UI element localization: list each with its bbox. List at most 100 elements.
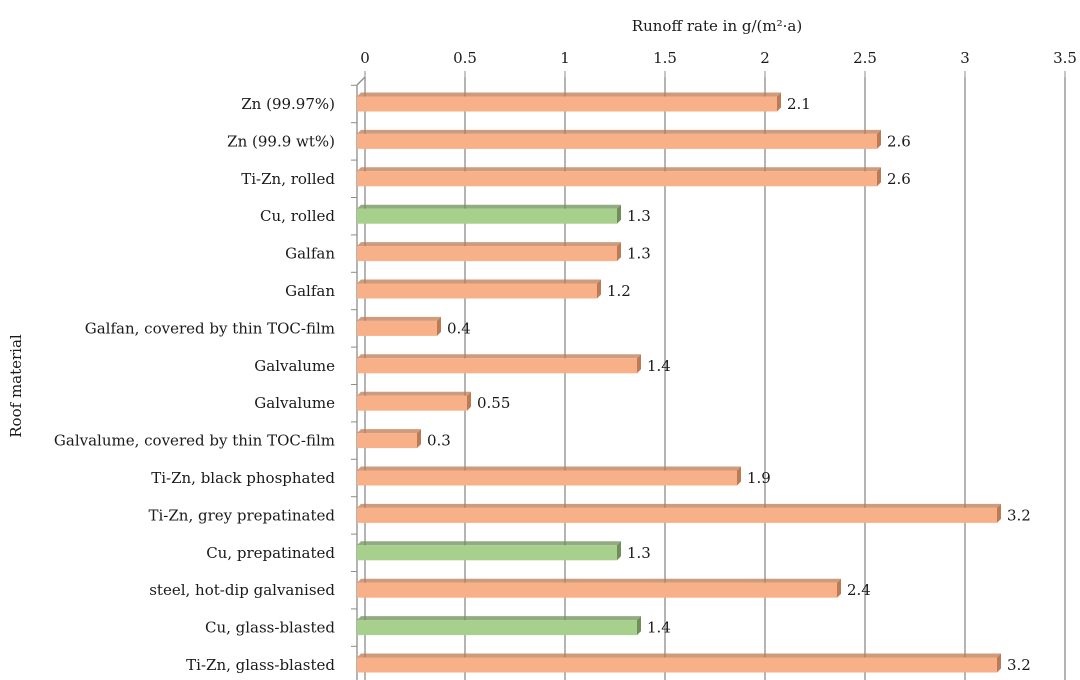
category-label: Galfan, covered by thin TOC-film [85,319,335,337]
x-tick-label: 1.5 [653,49,677,67]
bar [357,578,841,598]
bar-end [997,653,1001,673]
category-label: Galvalume [254,394,335,412]
bar-front [357,320,437,336]
y-axis-title: Roof material [7,334,25,438]
bar [357,92,781,112]
bar-end [617,541,621,561]
bar-end [617,242,621,262]
bar-front [357,96,777,112]
bar [357,503,1001,523]
bar-top [357,92,781,97]
bar-front [357,246,617,262]
bar-top [357,541,621,546]
bar [357,391,471,411]
bar-front [357,470,737,486]
depth-edge [356,76,366,86]
bar-end [617,204,621,224]
category-label: Ti-Zn, grey prepatinated [148,506,335,524]
bar-end [467,391,471,411]
bar-top [357,129,881,134]
x-axis-title: Runoff rate in g/(m²·a) [632,17,802,35]
bar [357,242,621,262]
bar-end [737,466,741,486]
bar-top [357,242,621,247]
bar-top [357,279,601,284]
bar-top [357,503,1001,508]
category-label: Ti-Zn, black phosphated [151,469,335,487]
bar [357,279,601,299]
bar-end [637,354,641,374]
bars [357,92,1001,673]
category-label: Zn (99.97%) [241,95,335,113]
bar [357,653,1001,673]
bar-front [357,582,837,598]
value-label: 0.4 [447,319,471,337]
value-label: 3.2 [1007,506,1031,524]
value-label: 1.2 [607,282,631,300]
bar-end [837,578,841,598]
category-labels: Zn (99.97%) Zn (99.9 wt%) Ti-Zn, rolled Cu,… [54,84,357,674]
bar [357,204,621,224]
category-label: Cu, prepatinated [206,544,335,562]
bar-front [357,171,877,187]
bar-top [357,391,471,396]
bar-top [357,466,741,471]
value-label: 1.4 [647,357,671,375]
bar-front [357,620,637,636]
value-label: 1.3 [627,245,651,263]
bar [357,129,881,149]
bar-front [357,208,617,224]
bar-front [357,657,997,673]
x-tick-label: 2.5 [853,49,877,67]
value-label: 3.2 [1007,656,1031,674]
bar-top [357,616,641,621]
bar-end [637,616,641,636]
value-label: 2.6 [887,170,911,188]
value-label: 2.1 [787,95,811,113]
bar [357,429,421,449]
x-tick-label: 3.5 [1053,49,1077,67]
bar-end [877,167,881,187]
category-label: Galfan [285,282,335,300]
x-tick-label: 2 [760,49,770,67]
category-label: Zn (99.9 wt%) [227,132,335,150]
bar-top [357,429,421,434]
category-label: Ti-Zn, glass-blasted [186,656,335,674]
category-label: Cu, rolled [260,207,335,225]
bar-front [357,133,877,149]
category-label: Cu, glass-blasted [205,619,335,637]
bar [357,316,441,336]
bar-top [357,578,841,583]
value-label: 1.3 [627,207,651,225]
value-labels: 2.1 2.6 2.6 1.3 1.3 1.2 0.4 1.4 0.55 0.3 1.9 3.2 1.3… [427,95,1031,674]
bar-top [357,167,881,172]
value-label: 1.9 [747,469,771,487]
x-tick-label: 0 [360,49,370,67]
bar-front [357,283,597,299]
bar-front [357,358,637,374]
category-label: Galfan [285,245,335,263]
category-label: Galvalume [254,357,335,375]
bar-end [997,503,1001,523]
bar-front [357,507,997,523]
bar [357,466,741,486]
category-label: steel, hot-dip galvanised [149,581,335,599]
bar-end [877,129,881,149]
bar [357,167,881,187]
value-label: 1.3 [627,544,651,562]
bar-front [357,545,617,561]
value-label: 0.3 [427,432,451,450]
bar-top [357,316,441,321]
bar-front [357,395,467,411]
bar [357,616,641,636]
bar-top [357,653,1001,658]
x-tick-labels: 0 0.5 1 1.5 2 2.5 3 3.5 [360,49,1077,67]
value-label: 1.4 [647,619,671,637]
value-label: 2.6 [887,132,911,150]
value-label: 2.4 [847,581,871,599]
bar-top [357,354,641,359]
category-label: Ti-Zn, rolled [241,170,335,188]
bar-end [417,429,421,449]
